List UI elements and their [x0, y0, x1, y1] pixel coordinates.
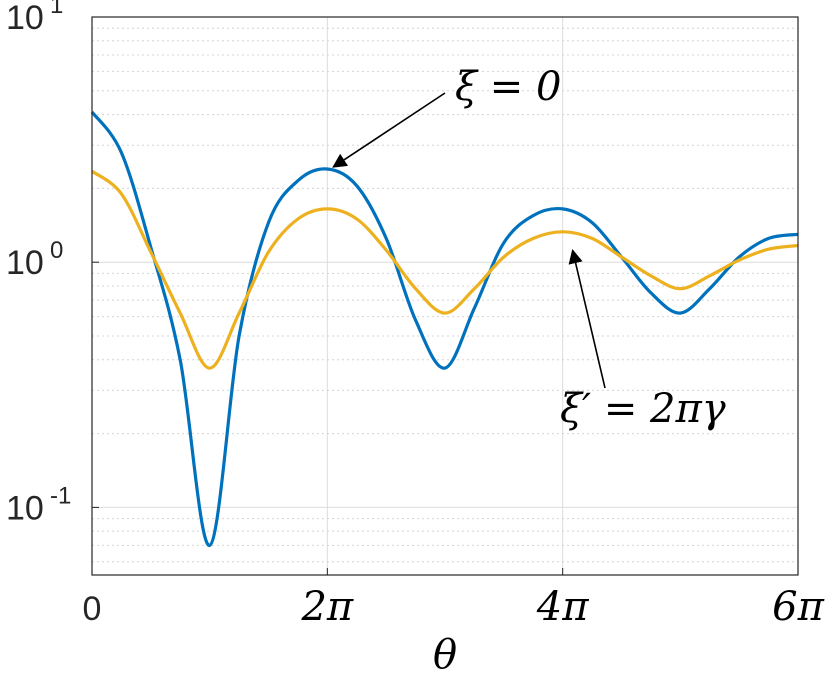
x-tick-label: 6π	[772, 584, 824, 630]
y-tick-exponent: -1	[50, 482, 71, 509]
x-tick-label: 0	[83, 590, 102, 628]
plot-frame	[91, 16, 799, 576]
y-tick-label: 10	[6, 489, 44, 527]
annotation-arrow-xi0	[332, 92, 446, 168]
annotations: ξ = 0 ξ′ = 2πγ	[332, 64, 726, 432]
x-tick-label: 2π	[300, 584, 353, 630]
x-tick-label: 4π	[536, 584, 589, 630]
y-tick-label: 10	[6, 244, 44, 282]
annotation-label-xiprime: ξ′ = 2πγ	[560, 386, 726, 432]
annotation-label-xi0: ξ = 0	[455, 64, 561, 110]
annotation-arrow-xiprime	[568, 249, 606, 389]
y-tick-exponent: 1	[50, 0, 63, 19]
y-tick-exponent: 0	[50, 237, 63, 264]
x-axis-label: θ	[433, 632, 457, 678]
series-line-0	[90, 110, 799, 548]
series-layer	[90, 110, 799, 548]
y-tick-label: 10	[6, 0, 44, 37]
series-line-1	[91, 169, 799, 370]
